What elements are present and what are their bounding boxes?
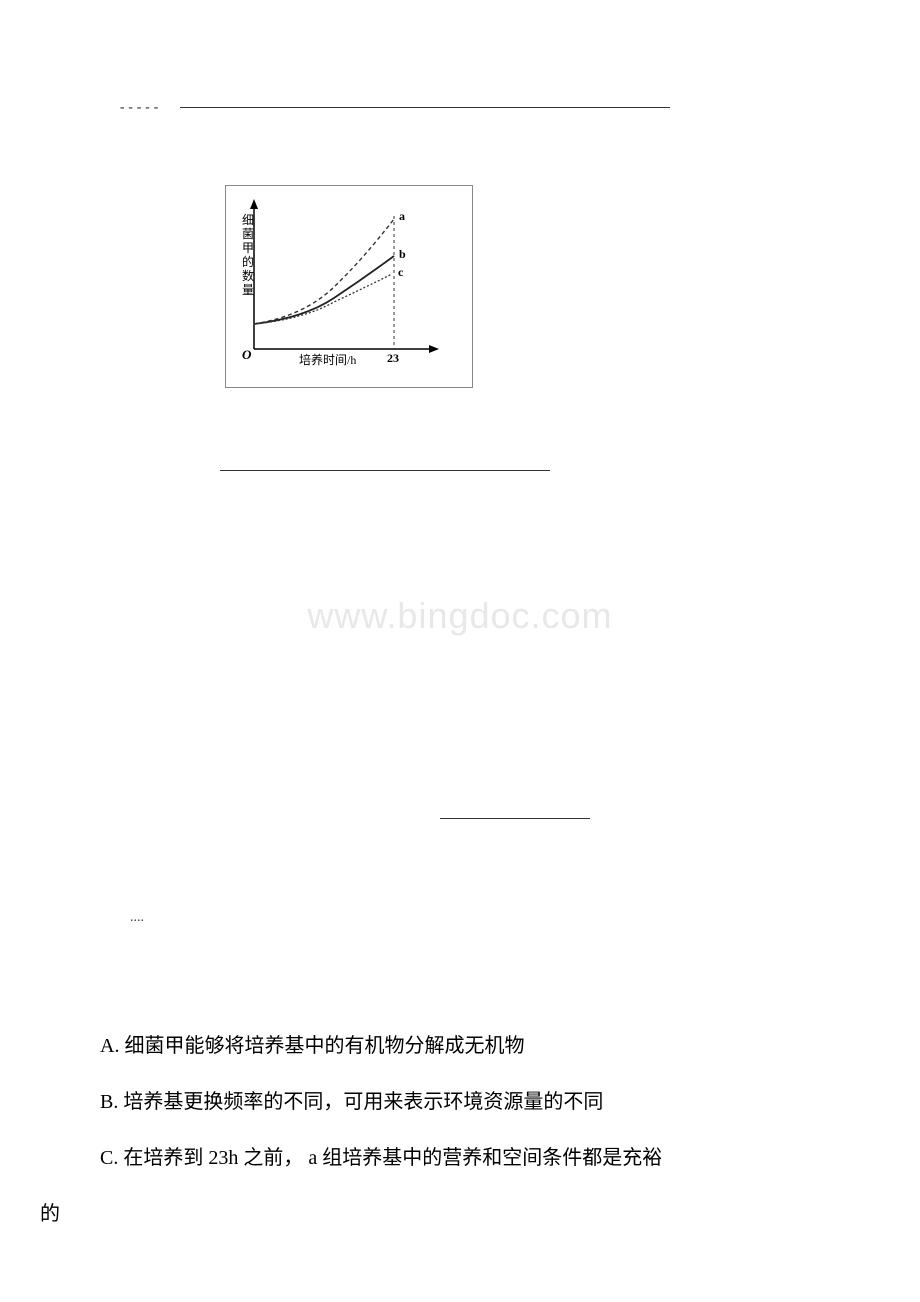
curve-b xyxy=(254,256,394,324)
mid-rule xyxy=(220,470,550,471)
series-label-a: a xyxy=(399,209,405,223)
chart-svg: 细 菌 甲 的 数 量 O a b c 23 培养时间/h xyxy=(234,194,464,374)
top-dashes: ----- xyxy=(118,100,160,116)
svg-text:的: 的 xyxy=(242,254,254,269)
ellipsis-marker: .... xyxy=(130,910,144,926)
series-label-b: b xyxy=(399,247,406,261)
option-c: C. 在培养到 23h 之前， a 组培养基中的营养和空间条件都是充裕 xyxy=(100,1132,860,1184)
x-tick-23: 23 xyxy=(387,351,399,365)
chart-figure: 细 菌 甲 的 数 量 O a b c 23 培养时间/h xyxy=(225,185,473,388)
option-c-continuation: 的 xyxy=(40,1188,860,1240)
option-a: A. 细菌甲能够将培养基中的有机物分解成无机物 xyxy=(100,1020,860,1072)
small-rule xyxy=(440,818,590,819)
series-label-c: c xyxy=(398,265,404,279)
watermark-text: www.bingdoc.com xyxy=(0,595,920,637)
y-axis-label: 细 xyxy=(242,213,254,227)
svg-text:数: 数 xyxy=(242,268,254,283)
svg-text:菌: 菌 xyxy=(242,227,254,241)
curve-c xyxy=(254,274,392,324)
origin-label: O xyxy=(242,347,252,362)
option-b: B. 培养基更换频率的不同，可用来表示环境资源量的不同 xyxy=(100,1076,860,1128)
top-rule xyxy=(180,107,670,108)
answer-options: A. 细菌甲能够将培养基中的有机物分解成无机物 B. 培养基更换频率的不同，可用… xyxy=(100,1020,860,1244)
svg-text:甲: 甲 xyxy=(242,241,254,255)
svg-text:量: 量 xyxy=(242,283,254,297)
x-axis-label: 培养时间/h xyxy=(299,352,356,367)
